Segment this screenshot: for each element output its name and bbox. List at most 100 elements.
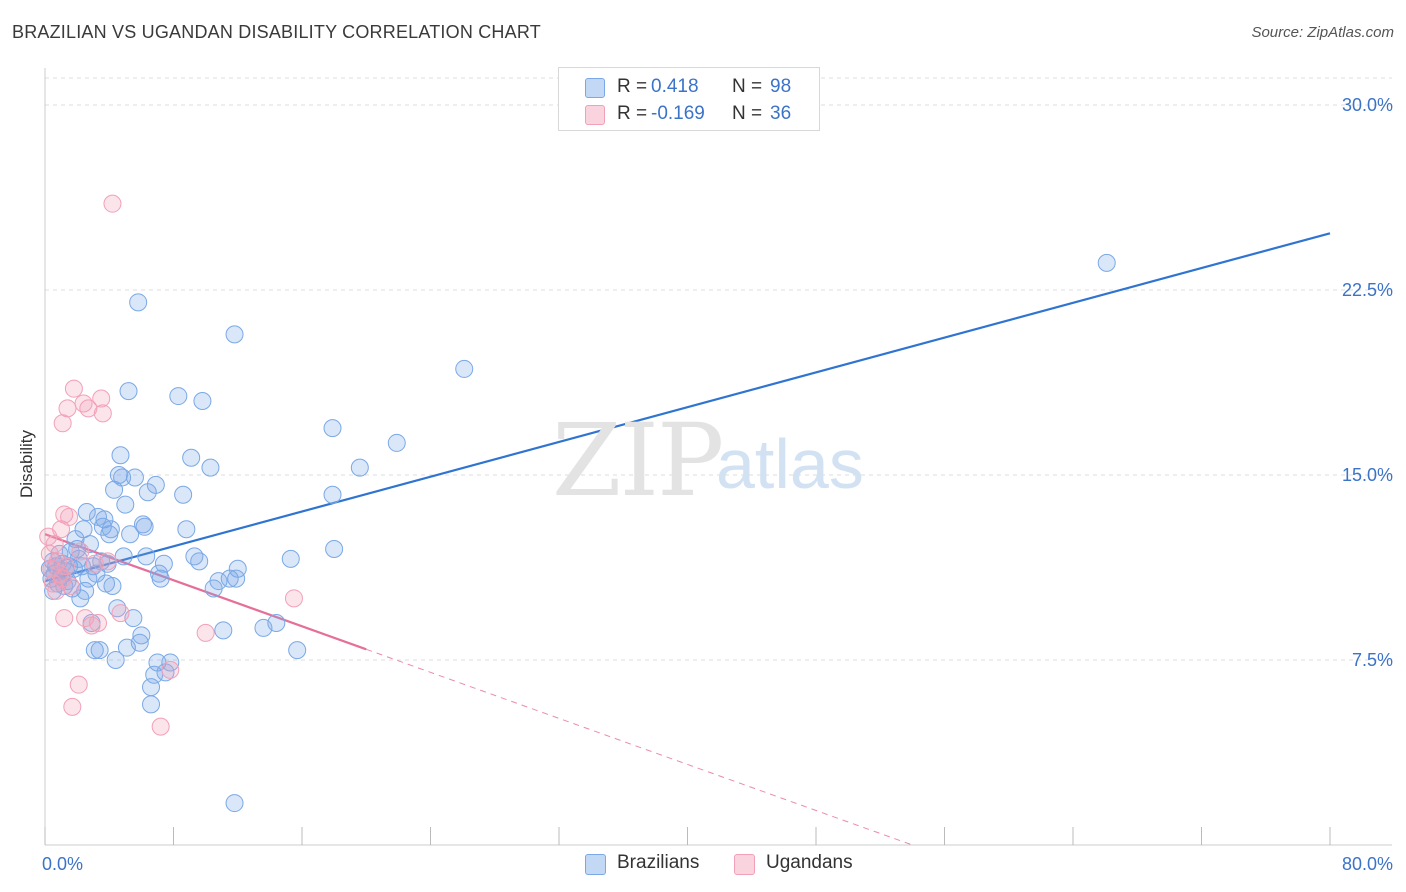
brazilians-point: [111, 446, 130, 465]
brazilians-point: [1097, 253, 1116, 272]
brazilians-point: [209, 572, 228, 591]
brazilians-point: [154, 554, 173, 573]
ugandans-point: [98, 552, 117, 571]
source-label: Source: ZipAtlas.com: [1251, 24, 1394, 41]
brazilians-point: [146, 475, 165, 494]
brazilians-point: [182, 448, 201, 467]
ugandans-point: [63, 697, 82, 716]
trend-lines: [44, 232, 1331, 846]
ugandans-point: [89, 614, 108, 632]
r-label: R =: [617, 103, 648, 124]
ugandans-trend-extension: [366, 648, 913, 846]
ugandans-point: [79, 399, 98, 418]
n-value: 98: [770, 76, 792, 97]
brazilians-point: [323, 485, 342, 504]
brazilians-point: [190, 552, 209, 571]
y-axis-label: Disability: [17, 429, 36, 498]
stats-legend: R = 0.418 N = 98 R = -0.169 N = 36: [558, 67, 820, 131]
y-tick-label: 15.0%: [1342, 465, 1393, 485]
r-label: R =: [617, 76, 648, 97]
brazilians-point: [80, 535, 99, 554]
ugandans-swatch: [734, 854, 755, 875]
brazilians-point: [129, 293, 148, 312]
ugandans-point: [111, 604, 130, 623]
x-tick-label: 80.0%: [1342, 854, 1393, 874]
brazilians-point: [90, 641, 109, 660]
brazilians-point: [135, 517, 154, 536]
brazilians-point: [106, 651, 125, 669]
ugandans-point: [61, 577, 80, 595]
ugandans-point: [93, 404, 112, 423]
brazilians-point: [101, 520, 120, 539]
brazilians-point: [323, 419, 342, 438]
brazilians-point: [225, 794, 244, 813]
r-value: 0.418: [651, 76, 699, 97]
ugandans-point: [60, 507, 79, 526]
n-value: 36: [770, 103, 792, 124]
tick-labels: 7.5% 15.0% 22.5% 30.0% 0.0% 80.0%: [42, 95, 1393, 874]
n-label: N =: [732, 103, 763, 124]
brazilians-point: [281, 549, 300, 568]
legend-label: Brazilians: [617, 852, 700, 873]
watermark-atlas: atlas: [716, 425, 864, 503]
legend-label: Ugandans: [766, 852, 853, 873]
brazilians-point: [185, 547, 204, 566]
brazilians-point: [113, 468, 132, 487]
r-value: -0.169: [651, 103, 705, 124]
ugandans-point: [53, 414, 72, 433]
ugandans-point: [56, 557, 75, 576]
brazilians-point: [350, 458, 369, 477]
ugandans-point: [58, 399, 77, 418]
brazilians-swatch: [585, 78, 605, 98]
brazilians-point: [225, 325, 244, 344]
brazilians-point: [130, 633, 149, 652]
ugandans-point: [64, 379, 83, 398]
brazilians-point: [132, 626, 151, 645]
brazilians-point: [288, 641, 307, 660]
brazilians-point: [151, 569, 170, 588]
brazilians-point: [325, 540, 344, 558]
axes: [44, 68, 1392, 846]
brazilians-trend-line: [44, 232, 1331, 583]
brazilians-point: [116, 495, 135, 514]
y-tick-label: 30.0%: [1342, 95, 1393, 115]
stats-row-brazilians: R = 0.418 N = 98: [559, 74, 819, 100]
brazilians-point: [169, 387, 188, 406]
x-tick-label: 0.0%: [42, 854, 83, 874]
data-points: [39, 194, 1116, 813]
stats-row-ugandans: R = -0.169 N = 36: [559, 101, 819, 127]
brazilians-point: [455, 359, 474, 378]
brazilians-point: [103, 577, 122, 595]
brazilians-point: [109, 466, 128, 484]
brazilians-point: [114, 547, 133, 566]
ugandans-point: [92, 389, 111, 408]
ugandans-point: [50, 564, 69, 583]
ugandans-point: [69, 675, 88, 694]
y-tick-label: 7.5%: [1352, 650, 1393, 670]
chart-title: BRAZILIAN VS UGANDAN DISABILITY CORRELAT…: [12, 22, 541, 42]
brazilians-point: [228, 559, 247, 578]
brazilians-point: [174, 485, 193, 504]
brazilians-point: [193, 392, 212, 410]
series-legend: Brazilians Ugandans: [0, 852, 1406, 878]
ugandans-point: [161, 660, 180, 679]
brazilians-point: [125, 468, 144, 487]
brazilians-point: [142, 695, 161, 714]
brazilians-point: [161, 653, 180, 672]
brazilians-point: [387, 433, 406, 452]
brazilians-point: [214, 621, 233, 640]
ugandans-point: [55, 609, 74, 628]
ugandans-point: [103, 194, 122, 213]
brazilians-point: [137, 547, 156, 566]
ugandans-point: [71, 542, 90, 561]
brazilians-point: [267, 614, 286, 632]
ugandans-swatch: [585, 105, 605, 125]
brazilians-point: [119, 382, 138, 401]
brazilians-point: [95, 510, 114, 529]
ugandans-point: [151, 717, 170, 736]
ugandans-point: [55, 505, 74, 524]
brazilians-point: [85, 641, 104, 660]
brazilians-swatch: [585, 854, 606, 875]
brazilians-point: [121, 525, 140, 544]
